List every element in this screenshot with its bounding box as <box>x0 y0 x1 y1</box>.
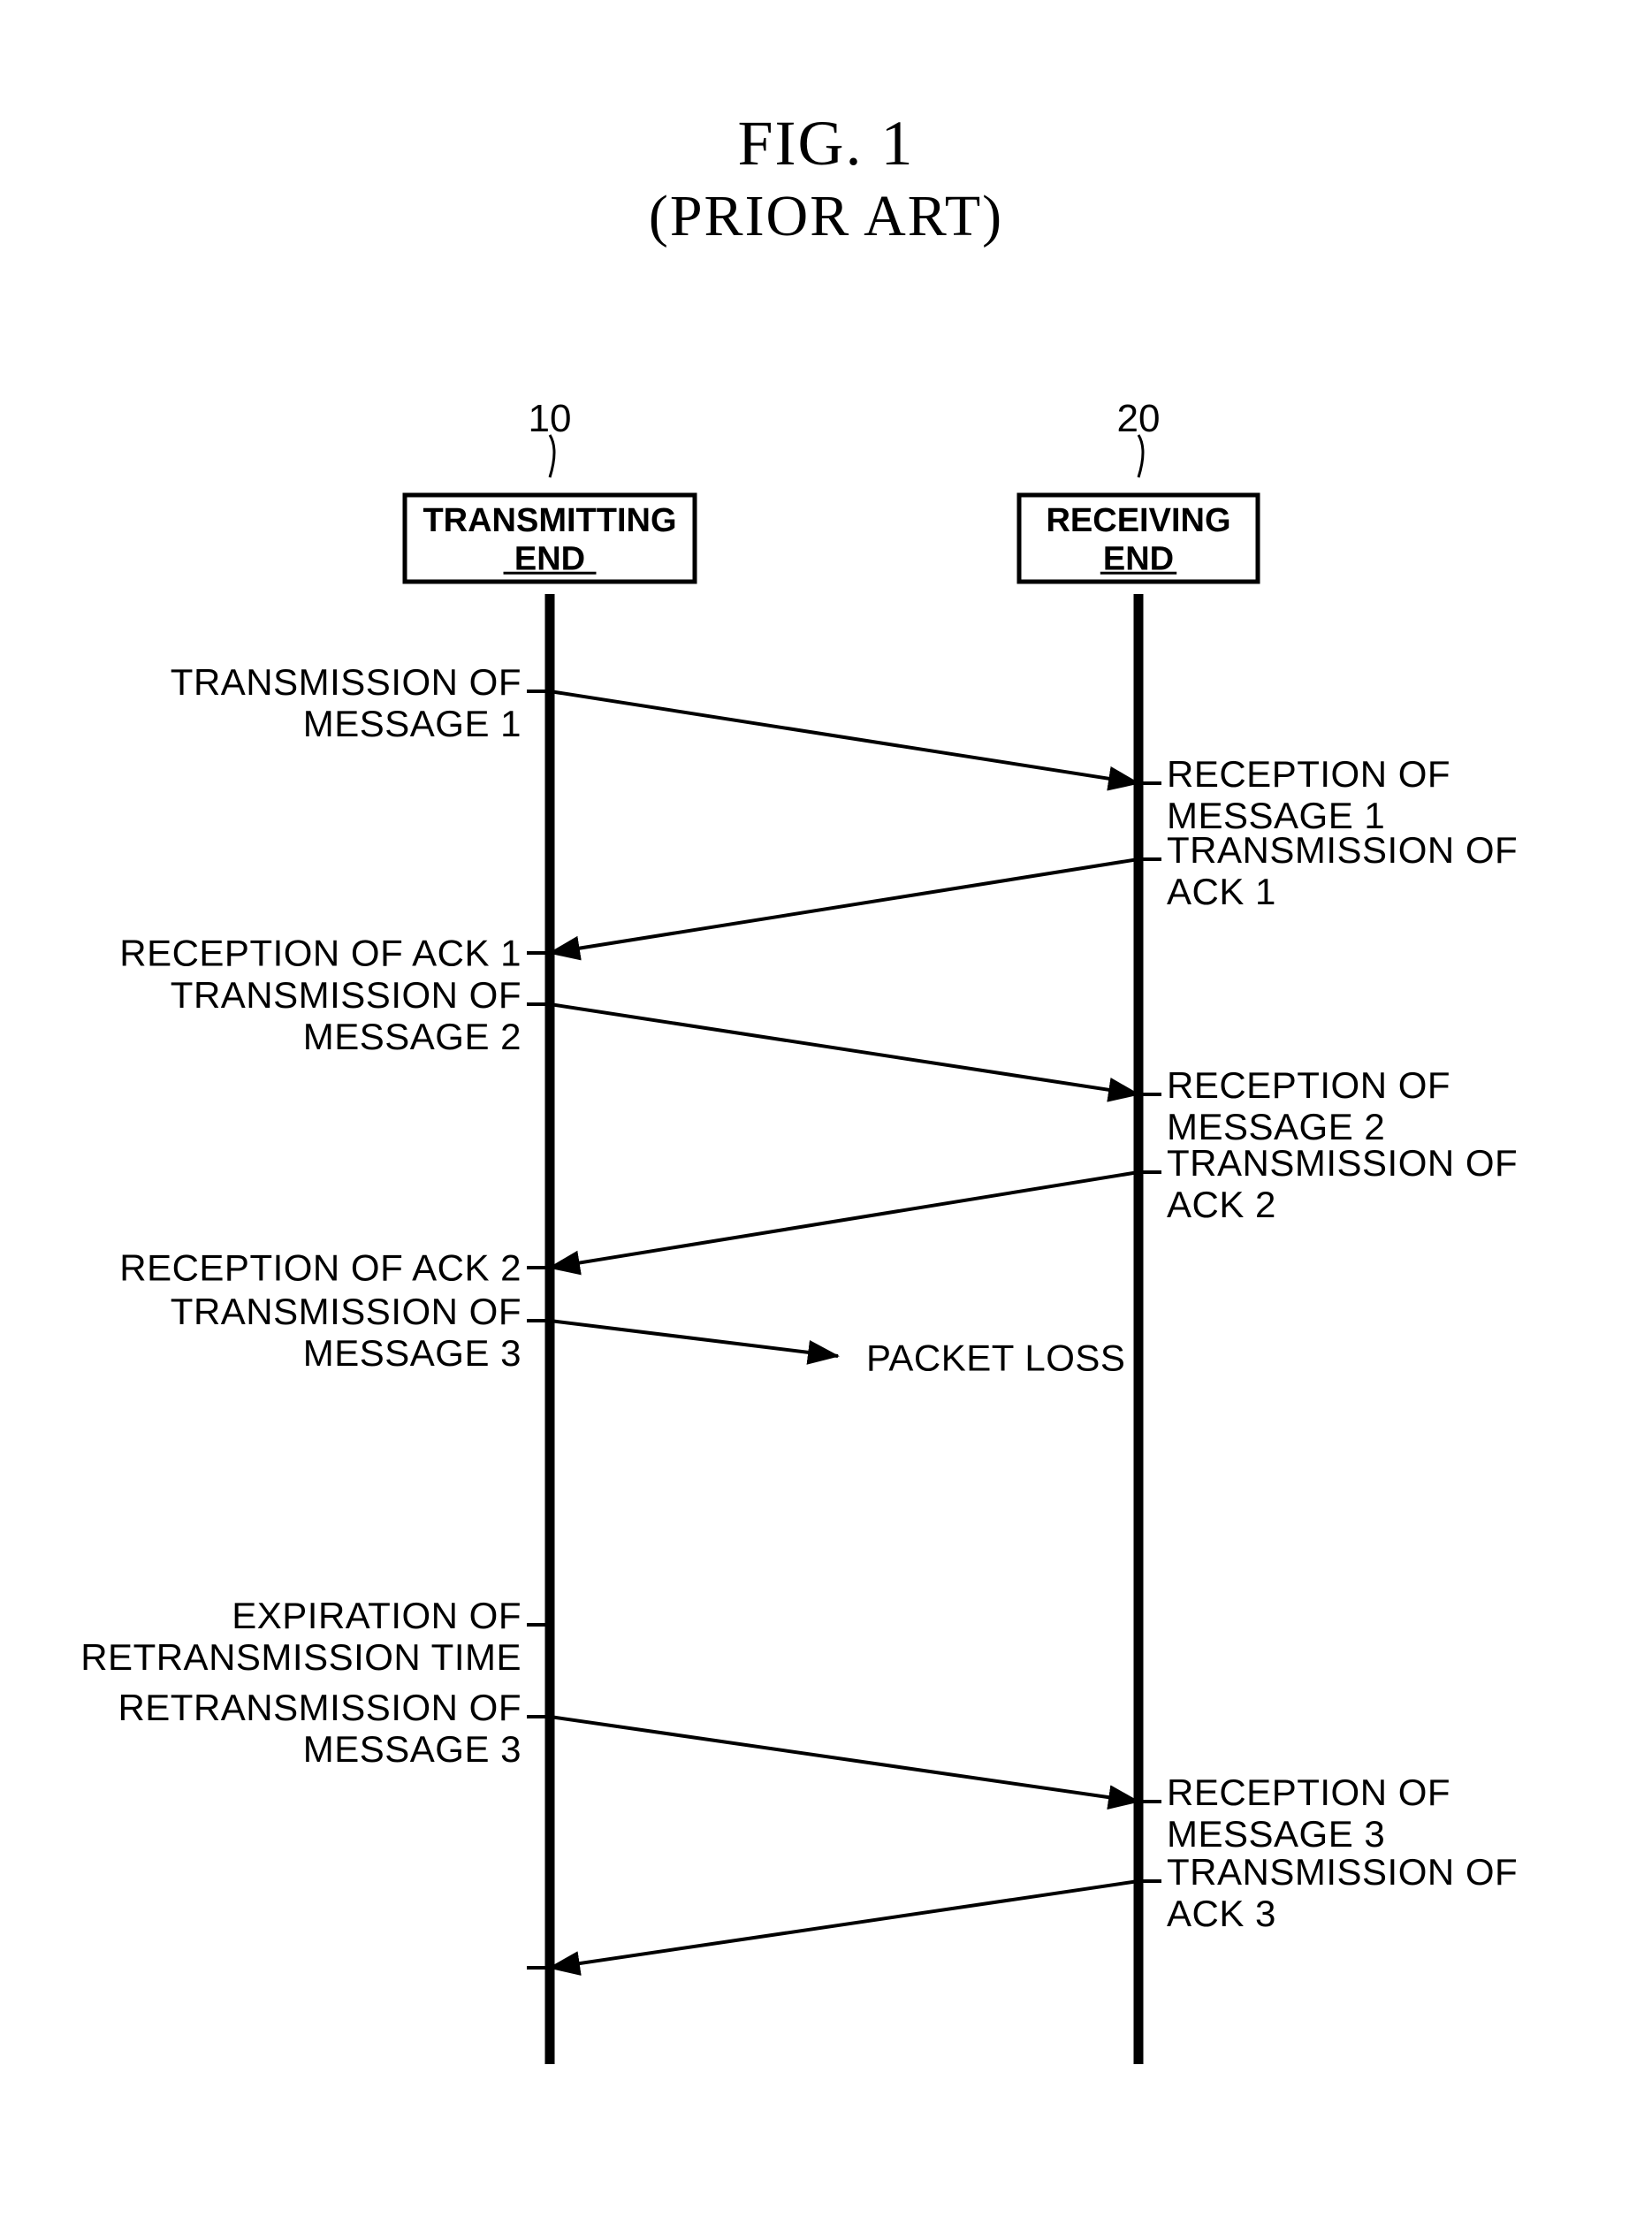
event-label: TRANSMISSION OF <box>1167 1142 1518 1184</box>
message-arrow <box>550 1004 1138 1094</box>
event-label: RETRANSMISSION OF <box>118 1687 521 1728</box>
event-label: RECEPTION OF ACK 2 <box>119 1247 521 1289</box>
message-arrow <box>550 859 1138 953</box>
event-label: RETRANSMISSION TIME <box>80 1636 521 1678</box>
event-label: RECEPTION OF <box>1167 1064 1450 1106</box>
event-label: TRANSMISSION OF <box>1167 829 1518 871</box>
event-label: MESSAGE 3 <box>1167 1813 1385 1855</box>
figure-title-line2: (PRIOR ART) <box>649 184 1003 248</box>
event-label: RECEPTION OF ACK 1 <box>119 933 521 974</box>
event-label: RECEPTION OF <box>1167 753 1450 795</box>
event-label: ACK 2 <box>1167 1184 1276 1225</box>
event-label: ACK 3 <box>1167 1893 1276 1934</box>
receiving-end-label-1: RECEIVING <box>1046 502 1230 539</box>
event-label: TRANSMISSION OF <box>171 974 521 1016</box>
event-label: MESSAGE 1 <box>303 703 521 744</box>
message-arrow <box>550 691 1138 783</box>
left-column-number: 10 <box>529 397 572 440</box>
transmitting-end-label-1: TRANSMITTING <box>423 502 676 539</box>
message-arrow <box>550 1321 838 1356</box>
message-arrow <box>550 1881 1138 1968</box>
receiving-end-box: RECEIVING END <box>1019 495 1258 582</box>
event-label: MESSAGE 2 <box>1167 1106 1385 1147</box>
transmitting-end-box: TRANSMITTING END <box>405 495 695 582</box>
right-column-number: 20 <box>1117 397 1161 440</box>
figure-title-line1: FIG. 1 <box>737 108 914 179</box>
left-event-labels: TRANSMISSION OFMESSAGE 1RECEPTION OF ACK… <box>80 661 550 1968</box>
event-label: MESSAGE 2 <box>303 1016 521 1057</box>
right-number-leader <box>1138 435 1143 477</box>
event-label: MESSAGE 3 <box>303 1728 521 1770</box>
event-label: TRANSMISSION OF <box>1167 1851 1518 1893</box>
left-number-leader <box>550 435 554 477</box>
right-event-labels: RECEPTION OFMESSAGE 1TRANSMISSION OFACK … <box>1138 753 1518 1934</box>
sequence-diagram: FIG. 1 (PRIOR ART) 10 20 TRANSMITTING EN… <box>0 0 1652 2225</box>
event-label: MESSAGE 3 <box>303 1332 521 1374</box>
event-label: TRANSMISSION OF <box>171 1291 521 1332</box>
event-label: RECEPTION OF <box>1167 1772 1450 1813</box>
message-arrows <box>550 691 1138 1968</box>
event-label: EXPIRATION OF <box>232 1595 521 1636</box>
message-arrow <box>550 1717 1138 1802</box>
event-label: ACK 1 <box>1167 871 1276 912</box>
event-label: TRANSMISSION OF <box>171 661 521 703</box>
message-arrow <box>550 1172 1138 1268</box>
packet-loss-label: PACKET LOSS <box>866 1337 1125 1379</box>
